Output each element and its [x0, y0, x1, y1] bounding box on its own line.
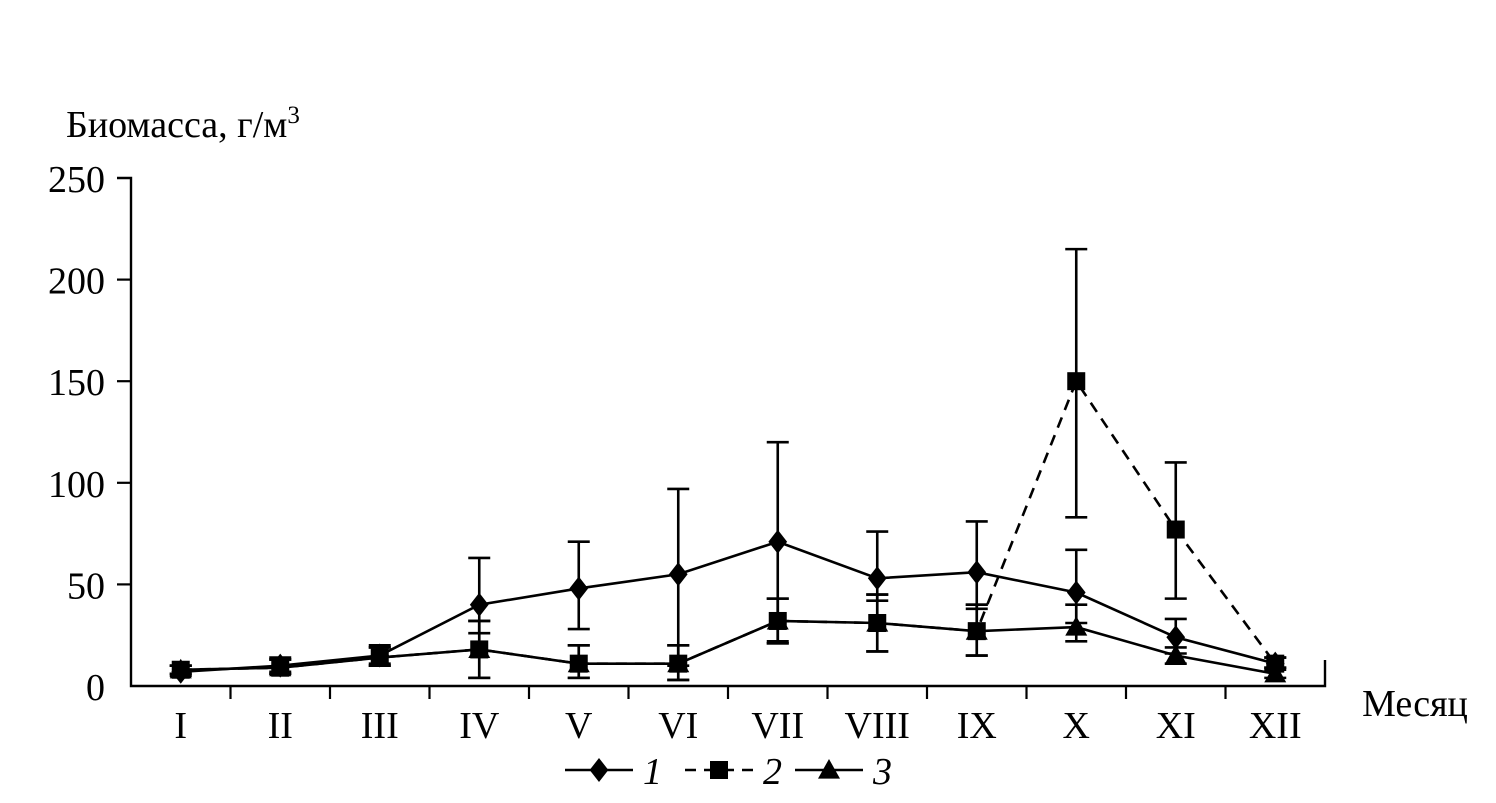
y-tick-label: 200 [48, 261, 105, 303]
legend-label: 1 [643, 751, 662, 793]
data-point-marker [1166, 520, 1185, 539]
x-tick-label: X [1063, 705, 1090, 747]
legend-item-2[interactable]: 2 [685, 751, 782, 793]
x-tick-label: I [174, 705, 187, 747]
x-tick-label: VI [658, 705, 698, 747]
legend-item-3[interactable]: 3 [795, 751, 892, 793]
data-point-marker [370, 643, 390, 668]
data-point-marker [569, 576, 589, 601]
axis-lines [117, 176, 1327, 688]
data-point-marker [270, 653, 290, 678]
legend-label: 2 [763, 751, 782, 793]
x-axis-ticks: I II III IV V VI VII VIII IX X XI XII [174, 686, 1302, 747]
y-axis-title: Биомасса, г/м3 [66, 102, 300, 146]
series-1 [169, 440, 1287, 684]
x-tick-label: II [268, 705, 293, 747]
legend-marker-swatch [710, 761, 728, 779]
x-axis-title: Месяц [1362, 683, 1468, 725]
plot-area [169, 247, 1287, 684]
series-line-3 [180, 619, 1276, 676]
x-tick-label: V [565, 705, 593, 747]
legend-label: 3 [872, 751, 892, 793]
data-point-marker [1166, 625, 1186, 650]
data-point-marker [469, 592, 489, 617]
x-tick-label: VIII [845, 705, 910, 747]
y-tick-label: 150 [48, 362, 105, 404]
data-point-marker [470, 640, 489, 659]
data-point-marker [569, 654, 588, 673]
data-point-marker [1067, 372, 1086, 391]
series-line-2 [180, 378, 1277, 672]
x-tick-label: IX [957, 705, 997, 747]
data-point-marker [868, 614, 887, 633]
data-point-marker [668, 562, 688, 587]
x-tick-label: III [361, 705, 399, 747]
chart-legend: 1 2 3 [565, 751, 892, 793]
y-tick-label: 0 [86, 667, 105, 709]
series-3 [169, 593, 1287, 683]
y-axis-ticks: 0 50 100 150 200 250 [48, 159, 131, 709]
series-line-1 [180, 540, 1276, 674]
series-2 [169, 247, 1287, 682]
x-tick-label: XII [1249, 705, 1302, 747]
data-point-marker [171, 659, 191, 684]
x-tick-label: XI [1156, 705, 1196, 747]
legend-marker-swatch [589, 758, 609, 782]
data-point-marker [768, 529, 788, 554]
y-tick-label: 250 [48, 159, 105, 201]
y-tick-label: 50 [67, 565, 105, 607]
x-tick-label: VII [751, 705, 804, 747]
data-point-marker [967, 622, 986, 641]
data-point-marker [1066, 580, 1086, 605]
data-point-marker [967, 560, 987, 585]
data-point-marker [1065, 616, 1088, 636]
x-tick-label: IV [459, 705, 500, 747]
legend-item-1[interactable]: 1 [565, 751, 662, 793]
legend-marker-swatch [818, 759, 840, 779]
data-point-marker [1265, 651, 1285, 676]
data-point-marker [867, 566, 887, 591]
y-tick-label: 100 [48, 464, 105, 506]
